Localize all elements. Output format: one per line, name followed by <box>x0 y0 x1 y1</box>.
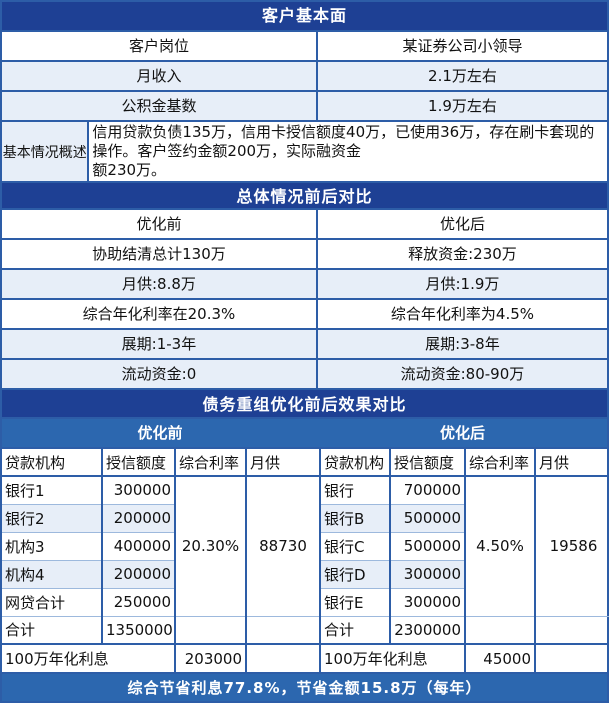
credit-amount: 500000 <box>389 531 465 560</box>
merged-monthly-before: 88730 <box>245 475 320 616</box>
overview-text: 信用贷款负债135万，信用卡授信额度40万，已使用36万，存在刷卡套现的操作。客… <box>92 123 595 179</box>
cell-term-after: 展期:3-8年 <box>317 330 607 358</box>
empty-cell <box>245 615 320 644</box>
lender-name: 机构3 <box>2 531 102 560</box>
table-row: 机构4 200000 银行D 300000 <box>2 559 609 588</box>
cell-settle-before: 协助结清总计130万 <box>2 240 318 268</box>
annual-interest-row: 100万年化利息 203000 100万年化利息 45000 <box>2 643 609 672</box>
col-lender-after: 贷款机构 <box>319 447 390 477</box>
col-rate-before: 综合利率 <box>174 447 246 477</box>
cell-liquidity-before: 流动资金:0 <box>2 360 318 388</box>
lender-name: 银行D <box>319 559 390 588</box>
total-label-before: 合计 <box>2 615 102 644</box>
lender-name: 银行E <box>319 587 390 616</box>
credit-amount: 500000 <box>389 503 465 532</box>
total-amount-after: 2300000 <box>389 615 465 644</box>
cell-fund-label: 公积金基数 <box>2 92 318 120</box>
col-monthly-after: 月供 <box>534 447 609 477</box>
section3-title: 债务重组优化前后效果对比 <box>2 388 607 417</box>
merged-monthly-after: 19586 <box>534 475 609 616</box>
section1-title: 客户基本面 <box>2 2 607 30</box>
column-header-row: 贷款机构 授信额度 综合利率 月供 贷款机构 授信额度 综合利率 月供 <box>2 447 609 477</box>
empty-cell <box>534 615 609 644</box>
credit-amount: 300000 <box>389 587 465 616</box>
row-provident-fund-base: 公积金基数 1.9万左右 <box>2 90 607 120</box>
row-s2-rate: 综合年化利率在20.3% 综合年化利率为4.5% <box>2 298 607 328</box>
interest-label-after: 100万年化利息 <box>319 643 465 672</box>
empty-cell <box>464 615 535 644</box>
empty-cell <box>534 643 609 672</box>
lender-name: 银行1 <box>2 475 102 504</box>
table-row: 网贷合计 250000 银行E 300000 <box>2 587 609 616</box>
row-s3-subheader: 优化前 优化后 <box>2 417 607 447</box>
cell-position-value: 某证券公司小领导 <box>402 37 523 55</box>
lender-name: 银行 <box>319 475 390 504</box>
row-s2-header: 优化前 优化后 <box>2 208 607 238</box>
row-basic-overview: 基本情况概述 信用贷款负债135万，信用卡授信额度40万，已使用36万，存在刷卡… <box>2 120 607 181</box>
credit-amount: 300000 <box>101 475 175 504</box>
loan-comparison-table: 贷款机构 授信额度 综合利率 月供 贷款机构 授信额度 综合利率 月供 银行1 … <box>2 447 609 672</box>
cell-settle-after: 释放资金:230万 <box>408 245 517 263</box>
cell-monthly-before: 月供:8.8万 <box>2 270 318 298</box>
credit-amount: 700000 <box>389 475 465 504</box>
total-row: 合计 1350000 合计 2300000 <box>2 615 609 644</box>
row-monthly-income: 月收入 2.1万左右 <box>2 60 607 90</box>
overview-label: 基本情况概述 <box>2 122 90 181</box>
row-s2-term: 展期:1-3年 展期:3-8年 <box>2 328 607 358</box>
lender-name: 银行B <box>319 503 390 532</box>
lender-name: 网贷合计 <box>2 587 102 616</box>
col-lender-before: 贷款机构 <box>2 447 102 477</box>
interest-label-before: 100万年化利息 <box>2 643 175 672</box>
row-s2-settle: 协助结清总计130万 释放资金:230万 <box>2 238 607 268</box>
row-s2-monthly: 月供:8.8万 月供:1.9万 <box>2 268 607 298</box>
credit-amount: 200000 <box>101 503 175 532</box>
cell-rate-before: 综合年化利率在20.3% <box>2 300 318 328</box>
lender-name: 机构4 <box>2 559 102 588</box>
total-amount-before: 1350000 <box>101 615 175 644</box>
cell-monthly-after: 月供:1.9万 <box>317 270 607 298</box>
cell-after-header: 优化后 <box>439 215 485 233</box>
merged-rate-after: 4.50% <box>464 475 535 616</box>
cell-fund-value: 1.9万左右 <box>317 92 607 120</box>
row-s2-liquidity: 流动资金:0 流动资金:80-90万 <box>2 358 607 388</box>
empty-cell <box>245 643 320 672</box>
credit-amount: 400000 <box>101 531 175 560</box>
merged-rate-before: 20.30% <box>174 475 246 616</box>
savings-summary-banner: 综合节省利息77.8%，节省金额15.8万（每年） <box>2 672 607 701</box>
interest-amount-before: 203000 <box>174 643 246 672</box>
credit-amount: 200000 <box>101 559 175 588</box>
empty-cell <box>174 615 246 644</box>
cell-rate-after: 综合年化利率为4.5% <box>390 305 535 323</box>
row-customer-position: 客户岗位 某证券公司小领导 <box>2 30 607 60</box>
credit-amount: 300000 <box>389 559 465 588</box>
total-label-after: 合计 <box>319 615 390 644</box>
lender-name: 银行2 <box>2 503 102 532</box>
col-monthly-before: 月供 <box>245 447 320 477</box>
lender-name: 银行C <box>319 531 390 560</box>
cell-income-value: 2.1万左右 <box>317 62 607 90</box>
col-credit-before: 授信额度 <box>101 447 175 477</box>
section2-title: 总体情况前后对比 <box>2 181 607 208</box>
cell-before-header: 优化前 <box>2 210 318 238</box>
col-credit-after: 授信额度 <box>389 447 465 477</box>
table-row: 银行2 200000 银行B 500000 <box>2 503 609 532</box>
cell-term-before: 展期:1-3年 <box>2 330 318 358</box>
s3-before-header: 优化前 <box>137 424 183 442</box>
cell-income-label: 月收入 <box>2 62 318 90</box>
credit-amount: 250000 <box>101 587 175 616</box>
col-rate-after: 综合利率 <box>464 447 535 477</box>
table-row: 银行1 300000 20.30% 88730 银行 700000 4.50% … <box>2 475 609 616</box>
cell-liquidity-after: 流动资金:80-90万 <box>317 360 607 388</box>
cell-position-label: 客户岗位 <box>2 32 318 60</box>
table-row: 机构3 400000 银行C 500000 <box>2 531 609 560</box>
interest-amount-after: 45000 <box>464 643 535 672</box>
s3-after-header: 优化后 <box>439 424 485 442</box>
